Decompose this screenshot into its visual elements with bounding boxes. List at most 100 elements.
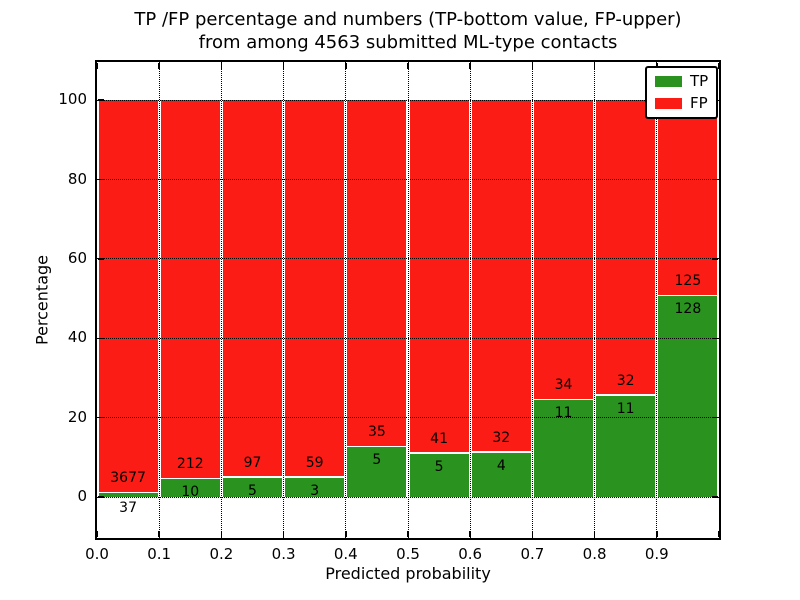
bar-label-tp: 5 <box>434 458 444 475</box>
y-tick-label: 100 <box>58 90 87 109</box>
x-tick-mark-top <box>407 63 409 69</box>
chart-title-line-2: from among 4563 submitted ML-type contac… <box>198 32 618 53</box>
legend-label-tp: TP <box>690 72 709 90</box>
bar-segment-tp <box>596 395 656 498</box>
bar-label-tp: 4 <box>496 457 506 474</box>
bar-segment-fp <box>596 100 656 395</box>
x-tick-mark-bottom <box>469 531 471 537</box>
y-tick-label: 80 <box>67 169 87 188</box>
x-tick-label: 0.1 <box>147 545 172 563</box>
x-tick-label: 0.9 <box>644 545 669 563</box>
bar-label-tp: 10 <box>181 484 200 501</box>
grid-line-horizontal <box>97 179 719 180</box>
x-tick-mark-top <box>158 63 160 69</box>
bar-segment-fp <box>347 100 407 446</box>
bar-label-fp: 3677 <box>110 470 146 487</box>
bar-segment-fp <box>409 100 469 453</box>
bar-segment-tp <box>409 453 469 498</box>
bar-label-tp: 128 <box>674 301 702 318</box>
x-tick-label: 0.7 <box>520 545 545 563</box>
x-tick-mark-top <box>345 63 347 69</box>
x-tick-label: 0.8 <box>582 545 607 563</box>
x-tick-mark-top <box>282 63 285 69</box>
grid-line-vertical <box>283 62 285 538</box>
grid-line-horizontal <box>97 337 719 339</box>
x-tick-mark-bottom <box>531 531 534 537</box>
y-tick-mark-left <box>98 178 104 181</box>
x-tick-label: 0.0 <box>85 545 109 563</box>
bar-label-tp: 37 <box>119 500 137 517</box>
y-tick-mark-left <box>98 258 104 260</box>
x-axis-label: Predicted probability <box>325 564 491 583</box>
bar-label-fp: 32 <box>616 372 635 389</box>
grid-line-horizontal <box>97 99 719 101</box>
x-tick-mark-top <box>469 63 471 69</box>
bar-label-fp: 41 <box>430 430 448 447</box>
legend-item-fp: FP <box>655 96 708 111</box>
x-tick-label: 0.6 <box>458 545 483 563</box>
bar-segment-fp <box>222 100 283 477</box>
x-tick-mark-bottom <box>345 531 347 537</box>
grid-line-horizontal <box>97 417 719 419</box>
bar-segment-fp <box>98 100 158 492</box>
grid-line-vertical <box>531 62 533 538</box>
bar-label-tp: 11 <box>616 400 635 417</box>
grid-line-vertical <box>469 62 471 538</box>
bar-label-fp: 32 <box>492 429 511 446</box>
bar-segment-fp <box>285 100 345 477</box>
grid-line-vertical <box>220 62 222 538</box>
x-tick-mark-top <box>593 63 596 69</box>
x-tick-mark-top <box>220 63 223 69</box>
x-tick-mark-top <box>531 63 534 69</box>
y-tick-mark-left <box>98 416 104 419</box>
x-tick-mark-bottom <box>656 531 658 537</box>
x-tick-label: 0.5 <box>396 545 420 563</box>
bar-label-fp: 35 <box>367 424 386 441</box>
legend-swatch-fp <box>655 98 682 109</box>
x-tick-mark-bottom <box>407 531 409 537</box>
chart-title-line-1: TP /FP percentage and numbers (TP-bottom… <box>134 9 682 30</box>
x-tick-label: 0.4 <box>333 545 358 563</box>
x-tick-label: 0.2 <box>209 545 234 563</box>
x-tick-mark-bottom <box>158 531 160 537</box>
bar-label-fp: 212 <box>176 456 204 473</box>
bar-segment-fp <box>471 100 531 452</box>
bar-segment-fp <box>658 100 718 295</box>
bar-segment-tp <box>347 447 407 498</box>
legend-item-tp: TP <box>655 74 708 89</box>
bar-label-fp: 125 <box>674 273 702 290</box>
bar-label-tp: 11 <box>554 405 573 422</box>
legend: TP FP <box>645 66 719 119</box>
bar-segment-tp <box>160 479 220 498</box>
grid-line-vertical <box>345 62 347 538</box>
bar-segment-tp <box>471 452 531 498</box>
grid-line-horizontal <box>97 258 719 260</box>
legend-label-fp: FP <box>690 94 708 112</box>
bar-segment-tp <box>222 477 283 498</box>
grid-line-vertical <box>158 62 160 538</box>
bar-label-fp: 34 <box>554 377 573 394</box>
x-tick-mark-bottom <box>220 531 223 537</box>
bar-segment-tp <box>285 477 345 498</box>
grid-line-vertical <box>656 62 658 538</box>
y-tick-label: 0 <box>77 487 87 506</box>
bar-label-tp: 3 <box>310 482 320 499</box>
bar-segment-tp <box>98 493 158 498</box>
bar-segment-fp <box>160 100 220 478</box>
grid-line-horizontal <box>97 496 719 498</box>
x-tick-mark-bottom <box>96 531 98 537</box>
x-tick-mark-bottom <box>282 531 285 537</box>
grid-line-vertical <box>407 62 409 538</box>
bar-label-tp: 5 <box>372 452 382 469</box>
x-tick-mark-bottom <box>593 531 596 537</box>
x-tick-label: 0.3 <box>271 545 296 563</box>
y-tick-mark-left <box>98 337 104 340</box>
bar-segment-tp <box>658 296 718 498</box>
y-tick-mark-right <box>712 337 718 340</box>
y-tick-label: 20 <box>67 407 87 426</box>
bar-label-fp: 59 <box>305 454 324 471</box>
bar-label-fp: 97 <box>243 454 262 471</box>
bar-label-tp: 5 <box>248 482 257 499</box>
